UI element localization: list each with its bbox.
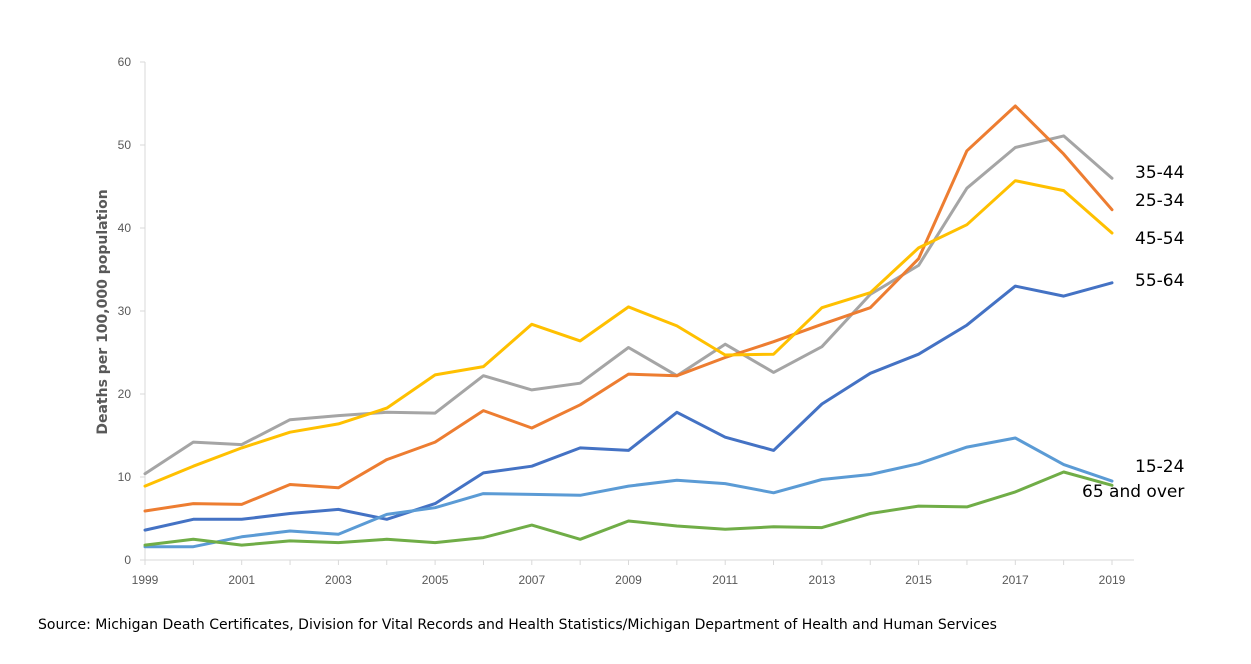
chart-series-lines: [143, 104, 1114, 549]
x-tick-label: 2011: [712, 573, 738, 587]
y-axis-label: Deaths per 100,000 population: [95, 189, 111, 434]
x-tick-label: 2005: [422, 573, 449, 587]
series-line-45-54: [143, 179, 1114, 488]
x-tick-label: 2017: [1002, 573, 1029, 587]
y-tick-label: 20: [118, 387, 132, 401]
series-label-45-54: 45-54: [1135, 229, 1184, 249]
y-tick-label: 10: [118, 470, 132, 484]
x-tick-label: 2015: [905, 573, 932, 587]
chart-series-labels: 35-44 25-34 45-54 55-64 15-24 65 and over: [1082, 163, 1184, 502]
series-label-15-24: 15-24: [1135, 457, 1184, 477]
series-line-35-44: [143, 134, 1114, 476]
series-label-35-44: 35-44: [1135, 163, 1184, 183]
x-tick-label: 2013: [809, 573, 836, 587]
x-tick-label: 1999: [132, 573, 159, 587]
x-tick-label: 2003: [325, 573, 352, 587]
y-tick-label: 60: [118, 55, 132, 69]
x-tick-label: 2019: [1099, 573, 1126, 587]
series-label-25-34: 25-34: [1135, 191, 1184, 211]
series-label-55-64: 55-64: [1135, 271, 1184, 291]
y-tick-label: 0: [124, 553, 131, 567]
y-tick-label: 30: [118, 304, 132, 318]
source-note: Source: Michigan Death Certificates, Div…: [38, 617, 997, 633]
series-label-65-and-over: 65 and over: [1082, 482, 1184, 502]
y-tick-label: 50: [118, 138, 132, 152]
x-tick-label: 2007: [518, 573, 545, 587]
series-line-55-64: [143, 281, 1114, 532]
series-line-65-and-over: [143, 470, 1114, 547]
x-tick-label: 2009: [615, 573, 642, 587]
y-tick-label: 40: [118, 221, 132, 235]
series-line-25-34: [143, 104, 1114, 513]
chart-axes: 0 10 20 30 40 50 60 1999 2001 2003 2005 2007 2009 201…: [118, 55, 1134, 587]
series-line-15-24: [143, 436, 1114, 549]
x-tick-label: 2001: [228, 573, 255, 587]
